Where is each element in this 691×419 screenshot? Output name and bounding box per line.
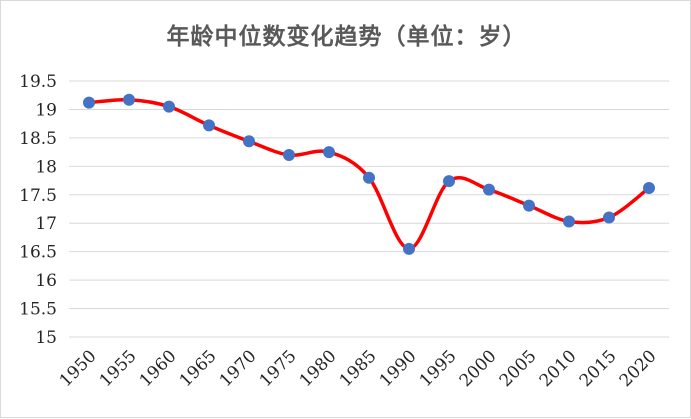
data-point-1985: [363, 171, 375, 184]
data-point-2020: [643, 181, 655, 194]
y-tick-label: 15: [35, 328, 57, 348]
data-points: [83, 93, 655, 255]
y-tick-label: 17: [35, 214, 57, 234]
x-tick-label: 1985: [336, 346, 381, 391]
x-tick-label: 1990: [376, 346, 421, 391]
x-tick-label: 1960: [136, 346, 181, 391]
x-tick-label: 2010: [536, 346, 581, 391]
data-point-1965: [203, 119, 215, 132]
data-point-1990: [403, 242, 415, 255]
y-tick-label: 17.5: [19, 186, 57, 206]
y-tick-label: 19: [35, 100, 57, 120]
x-tick-label: 2020: [616, 346, 661, 391]
data-point-1975: [283, 148, 295, 161]
x-tick-label: 1980: [296, 346, 341, 391]
x-tick-label: 1955: [96, 346, 141, 391]
x-tick-label: 2000: [456, 346, 501, 391]
chart-title: 年龄中位数变化趋势（单位：岁）: [166, 24, 527, 50]
x-tick-label: 1965: [176, 346, 221, 391]
data-point-2000: [483, 183, 495, 196]
x-tick-label: 1970: [216, 346, 261, 391]
data-point-2015: [603, 211, 615, 224]
gridlines: [69, 80, 669, 338]
data-point-1950: [83, 96, 95, 109]
series-layer: [87, 97, 651, 251]
y-tick-label: 19.5: [19, 72, 57, 92]
x-tick-label: 1950: [56, 346, 101, 391]
y-tick-label: 16: [35, 271, 57, 291]
data-point-1955: [123, 93, 135, 106]
x-tick-label: 2015: [576, 346, 621, 391]
x-tick-label: 1995: [416, 346, 461, 391]
y-tick-label: 15.5: [19, 300, 57, 320]
x-axis-tick-labels: 1950195519601965197019751980198519901995…: [56, 346, 661, 391]
data-point-1980: [323, 146, 335, 159]
series-line: [87, 97, 651, 251]
data-point-1995: [443, 175, 455, 188]
data-point-2005: [523, 199, 535, 212]
x-tick-label: 1975: [256, 346, 301, 391]
data-point-2010: [563, 215, 575, 228]
y-axis-tick-labels: 15 15.5 16 16.5 17 17.5 18 18.5 19 19.5: [19, 72, 57, 348]
y-tick-label: 16.5: [19, 243, 57, 263]
data-point-1960: [163, 100, 175, 113]
y-tick-label: 18.5: [19, 129, 57, 149]
x-tick-label: 2005: [496, 346, 541, 391]
y-tick-label: 18: [35, 157, 57, 177]
data-point-1970: [243, 135, 255, 148]
